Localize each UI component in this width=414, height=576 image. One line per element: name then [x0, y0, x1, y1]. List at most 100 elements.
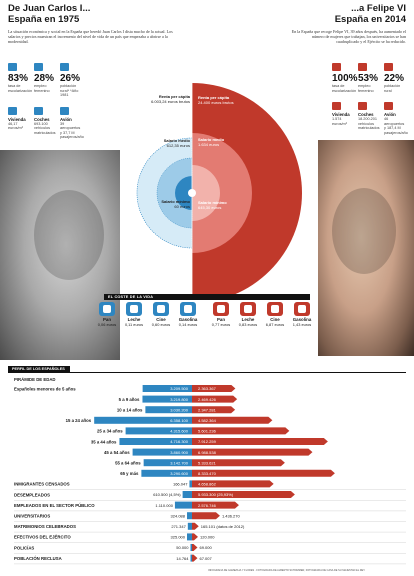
value-2014: 5.601.236: [198, 429, 217, 434]
cost-item: Gasolina 1,43 euros: [291, 302, 313, 327]
stats-row: Vivienda 1.574 euros/m² Coches 18.200.201 v…: [332, 102, 408, 135]
value-2014: 7.912.259: [198, 439, 217, 444]
house-icon: [332, 102, 341, 110]
value-1975: 3.219.800: [170, 397, 189, 402]
stat-value: 26%: [60, 73, 81, 84]
value-1975: 50.000: [176, 545, 189, 550]
stat-value: 28%: [34, 73, 55, 84]
bread-icon: [213, 302, 229, 316]
chart-title: PIRÁMIDE DE EDAD: [14, 377, 56, 382]
bar-2014: [192, 522, 199, 530]
fuel-icon: [180, 302, 196, 316]
stat-item: Avión 46 aeropuertos y 187,4 M pasajeros/…: [384, 102, 408, 135]
cost-name: Gasolina: [178, 317, 198, 322]
value-2014: 5.933.300 (25,93%): [198, 492, 234, 497]
bar-2014: [192, 448, 313, 456]
bar-2014: [192, 512, 220, 520]
cost-value: 0,11 euros: [124, 321, 144, 327]
bar-2014: [192, 501, 239, 509]
bar-2014: [192, 385, 236, 392]
bar-2014: [192, 395, 238, 403]
stat-item: 100% tasa de escolarización: [332, 63, 358, 93]
title-2014-line1: ...a Felipe VI: [351, 3, 406, 14]
row-label: DESEMPLEADOS: [14, 492, 50, 497]
row-label: 10 a 14 años: [117, 408, 143, 413]
plane-icon: [384, 102, 393, 110]
row-label: 45 a 54 años: [104, 450, 130, 455]
cinema-icon: [267, 302, 283, 316]
value-2014: 2.363.367: [198, 386, 217, 391]
cost-value: 1,43 euros: [292, 321, 312, 327]
bar-1975: [145, 406, 192, 414]
stat-label: empleo femenino: [34, 84, 50, 93]
value-2014: 5.333.621: [198, 460, 217, 465]
title-1975: De Juan Carlos I... España en 1975: [8, 3, 138, 25]
woman-icon: [34, 63, 43, 71]
stat-label: 39 aeropuertos y 37,7 M pasajeros/año: [60, 121, 84, 140]
title-1975-line1: De Juan Carlos I...: [8, 3, 91, 14]
value-1975: 610.500 (4,5%): [153, 492, 181, 497]
cost-name: Cine: [156, 317, 166, 322]
title-2014: ...a Felipe VI España en 2014: [276, 3, 406, 25]
profile-header: PERFIL DE LOS ESPAÑOLES: [8, 366, 406, 373]
house-icon: [8, 106, 17, 115]
cost-value: 6,87 euros: [265, 321, 285, 327]
row-label: POBLACIÓN RECLUSA: [14, 556, 62, 561]
plane-icon: [60, 106, 69, 115]
stats-row: Vivienda 46,17 euros/m² Coches 693.100 vehí…: [8, 106, 84, 140]
stat-value: 83%: [8, 73, 29, 84]
value-1975: 271.347: [171, 524, 186, 529]
salario-medio-2014-ring: [192, 133, 252, 253]
car-icon: [34, 106, 43, 115]
bar-1975: [182, 491, 192, 498]
car-icon: [358, 102, 367, 110]
row-label: INMIGRANTES CENSADOS: [14, 482, 70, 487]
salario-medio-1975-ring: [156, 157, 193, 229]
value-1975: 6.358.100: [170, 418, 189, 423]
stat-value: Avión: [60, 116, 72, 122]
stat-item: 83% tasa de escolarización: [8, 63, 33, 98]
bar-2014: [192, 459, 285, 467]
cost-name: Leche: [127, 317, 141, 322]
intro-1975: La situación económica y social en la Es…: [8, 29, 173, 45]
costs-2014: Pan 0,77 euros Leche 0,83 euros Cine 6,87 eur…: [210, 302, 313, 327]
cost-value: 0,60 euros: [151, 321, 171, 327]
bar-2014: [192, 480, 274, 488]
value-2014: 67.007: [200, 556, 213, 561]
salario-minimo-2014-ring: [192, 165, 220, 221]
credit-line: INFOGRAFÍA DE GAMEZ/LIA Y FLORES · FOTOG…: [208, 569, 365, 572]
cost-item: Cine 0,60 euros: [150, 302, 172, 327]
bar-1975: [187, 533, 192, 541]
stat-value: 22%: [384, 73, 405, 84]
bar-2014: [192, 469, 335, 477]
bar-1975: [143, 459, 192, 467]
stat-value: Vivienda: [332, 112, 350, 117]
wage-radial-chart: [136, 83, 302, 300]
cost-item: Cine 6,87 euros: [264, 302, 286, 327]
stat-item: Vivienda 1.574 euros/m²: [332, 102, 354, 135]
bar-2014: [192, 491, 295, 498]
value-1975: 4.315.600: [170, 429, 189, 434]
stat-value: 53%: [358, 73, 379, 84]
row-label: POLICÍAS: [14, 545, 34, 550]
tree-icon: [384, 63, 393, 71]
stat-item: Avión 39 aeropuertos y 37,7 M pasajeros/a…: [60, 106, 84, 140]
value-1975: 325.000: [171, 535, 186, 540]
cost-name: Cine: [270, 317, 280, 322]
stat-item: Coches 693.100 vehículos matriculados: [34, 106, 56, 140]
value-2014: 120.000: [200, 535, 215, 540]
row-label: 5 a 9 años: [119, 397, 140, 402]
row-label: 35 a 44 años: [91, 439, 117, 444]
cost-value: 0,06 euros: [97, 321, 117, 327]
cost-value: 0,77 euros: [211, 321, 231, 327]
bar-2014: [192, 554, 198, 562]
cost-value: 0,83 euros: [238, 321, 258, 327]
cost-item: Leche 0,83 euros: [237, 302, 259, 327]
value-2014: 2.347.281: [198, 407, 217, 412]
cost-item: Pan 0,77 euros: [210, 302, 232, 327]
stat-item: 28% empleo femenino: [34, 63, 56, 98]
row-label: MATRIMONIOS CELEBRADOS: [14, 524, 76, 529]
value-1975: 3.860.900: [170, 450, 189, 455]
stat-label: tasa de escolarización: [8, 84, 33, 93]
stat-item: Vivienda 46,17 euros/m²: [8, 106, 30, 140]
